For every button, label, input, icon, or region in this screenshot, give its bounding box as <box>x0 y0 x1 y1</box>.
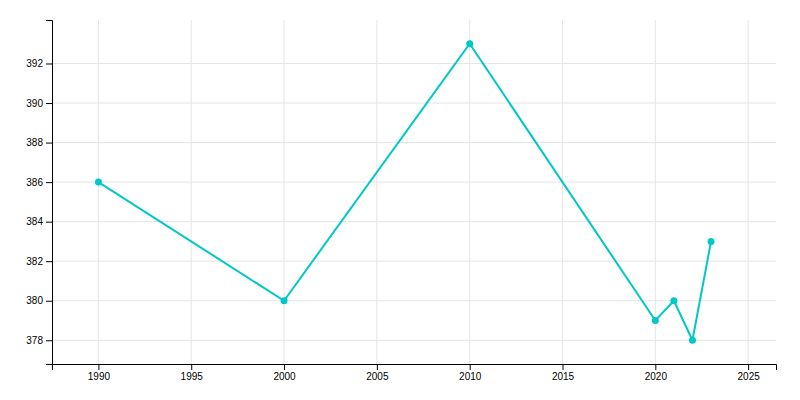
plot: 1990 1995 2000 2005 2010 2015 2020 2025 378 380 38… <box>26 20 776 382</box>
grid-line <box>191 20 192 364</box>
tick-label: 2005 <box>366 371 389 382</box>
grid-line <box>376 20 377 364</box>
grid-line <box>284 20 285 364</box>
tick: 390 <box>26 98 52 109</box>
tick: 2020 <box>645 364 668 382</box>
tick-mark <box>98 364 99 370</box>
tick: 384 <box>26 216 52 227</box>
tick: 1995 <box>181 364 204 382</box>
grid-line <box>469 20 470 364</box>
grid-line <box>52 142 776 143</box>
marker <box>466 40 473 47</box>
tick-label: 1990 <box>88 371 111 382</box>
tick-label: 2020 <box>645 371 668 382</box>
tick-mark <box>563 364 564 370</box>
marker <box>708 238 715 245</box>
tick-label: 388 <box>26 137 43 148</box>
grid-line <box>52 340 776 341</box>
grid <box>52 20 776 364</box>
tick-label: 382 <box>26 256 43 267</box>
tick-mark <box>284 364 285 370</box>
tick-label: 1995 <box>181 371 204 382</box>
tick-mark <box>46 182 52 183</box>
tick: 388 <box>26 137 52 148</box>
tick: 386 <box>26 177 52 188</box>
tick-mark <box>46 261 52 262</box>
tick: 392 <box>26 58 52 69</box>
chart: 1990 1995 2000 2005 2010 2015 2020 2025 378 380 38… <box>0 0 800 400</box>
line <box>98 44 711 341</box>
marker <box>670 297 677 304</box>
tick: 378 <box>26 335 52 346</box>
tick: 1990 <box>88 364 111 382</box>
marker <box>281 297 288 304</box>
tick: 380 <box>26 295 52 306</box>
tick-mark <box>46 340 52 341</box>
tick: 2010 <box>459 364 482 382</box>
grid-line <box>52 182 776 183</box>
tick-mark <box>470 364 471 370</box>
axis-line <box>53 365 777 371</box>
grid-line <box>52 261 776 262</box>
tick-mark <box>46 63 52 64</box>
tick-mark <box>46 143 52 144</box>
tick-label: 384 <box>26 216 43 227</box>
tick-label: 2010 <box>459 371 482 382</box>
marker <box>689 337 696 344</box>
axis-line <box>46 21 53 365</box>
tick: 382 <box>26 256 52 267</box>
tick-mark <box>655 364 656 370</box>
tick-label: 2025 <box>738 371 761 382</box>
tick-label: 2015 <box>552 371 575 382</box>
tick: 2005 <box>366 364 389 382</box>
grid-line <box>98 20 99 364</box>
tick: 2000 <box>273 364 296 382</box>
tick: 2015 <box>552 364 575 382</box>
grid-line <box>748 20 749 364</box>
tick-mark <box>748 364 749 370</box>
tick-mark <box>191 364 192 370</box>
tick: 2025 <box>738 364 761 382</box>
grid-line <box>52 300 776 301</box>
tick-mark <box>46 301 52 302</box>
grid-line <box>562 20 563 364</box>
grid-line <box>655 20 656 364</box>
tick-label: 390 <box>26 98 43 109</box>
marker <box>95 179 102 186</box>
tick-label: 386 <box>26 177 43 188</box>
tick-label: 2000 <box>273 371 296 382</box>
tick-mark <box>377 364 378 370</box>
marker <box>652 317 659 324</box>
tick-label: 380 <box>26 295 43 306</box>
grid-line <box>52 63 776 64</box>
marks <box>95 40 715 344</box>
tick-label: 392 <box>26 58 43 69</box>
tick-mark <box>46 222 52 223</box>
x-axis: 1990 1995 2000 2005 2010 2015 2020 2025 <box>53 364 777 382</box>
grid-line <box>52 103 776 104</box>
tick-label: 378 <box>26 335 43 346</box>
y-axis: 378 380 382 384 386 388 390 392 <box>26 21 52 365</box>
tick-mark <box>46 103 52 104</box>
